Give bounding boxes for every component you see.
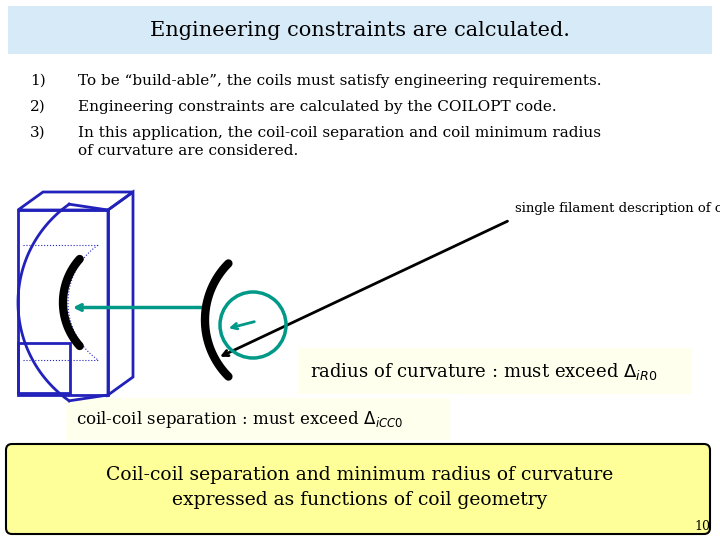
FancyBboxPatch shape (66, 398, 450, 440)
Bar (18, 210, 108, 395)
Text: In this application, the coil-coil separation and coil minimum radius: In this application, the coil-coil separ… (78, 126, 601, 140)
Text: 3): 3) (30, 126, 45, 140)
Text: 1): 1) (30, 74, 46, 88)
Text: 10: 10 (694, 520, 710, 533)
Bar (18, 343, 70, 393)
Text: Engineering constraints are calculated.: Engineering constraints are calculated. (150, 22, 570, 40)
Text: coil-coil separation : must exceed $\Delta_{iCC0}$: coil-coil separation : must exceed $\Del… (76, 409, 403, 430)
Text: 2): 2) (30, 100, 46, 114)
Text: of curvature are considered.: of curvature are considered. (78, 144, 298, 158)
FancyBboxPatch shape (298, 348, 692, 394)
Text: single filament description of coils: single filament description of coils (515, 202, 720, 215)
Text: To be “build-able”, the coils must satisfy engineering requirements.: To be “build-able”, the coils must satis… (78, 74, 601, 88)
Text: Coil-coil separation and minimum radius of curvature: Coil-coil separation and minimum radius … (107, 466, 613, 484)
Text: radius of curvature : must exceed $\Delta_{iR0}$: radius of curvature : must exceed $\Delt… (310, 361, 657, 382)
FancyBboxPatch shape (8, 6, 712, 54)
Text: expressed as functions of coil geometry: expressed as functions of coil geometry (172, 491, 548, 509)
Text: Engineering constraints are calculated by the COILOPT code.: Engineering constraints are calculated b… (78, 100, 557, 114)
FancyBboxPatch shape (6, 444, 710, 534)
